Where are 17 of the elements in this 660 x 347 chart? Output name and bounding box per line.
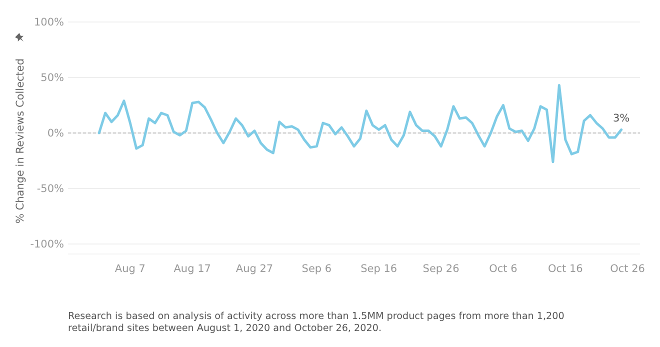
annotation: 3% (613, 112, 630, 125)
y-tick-label: 50% (40, 72, 64, 84)
x-tick-label: Sep 26 (422, 263, 460, 275)
x-tick-label: Aug 17 (174, 263, 211, 275)
x-tick-label: Aug 7 (114, 263, 146, 275)
x-tick-label: Oct 26 (610, 263, 646, 275)
x-tick-label: Oct 6 (489, 263, 518, 275)
y-tick-label: -100% (30, 238, 64, 251)
x-tick-label: Oct 16 (548, 263, 584, 275)
y-tick-label: -50% (36, 183, 64, 196)
y-tick-label: 100% (34, 16, 64, 29)
x-tick-label: Sep 6 (302, 263, 332, 275)
x-tick-label: Aug 27 (236, 263, 274, 275)
x-tick-label: Sep 16 (360, 263, 398, 275)
y-tick-label: 0% (47, 128, 64, 140)
y-axis-title: % Change in Reviews Collected (14, 58, 27, 224)
text: Research is based on analysis of activity across more than 1.5MM product pages from more than 1,200 retail/brand sites between August 1, 2020 and October 26, 2020. (68, 311, 564, 334)
